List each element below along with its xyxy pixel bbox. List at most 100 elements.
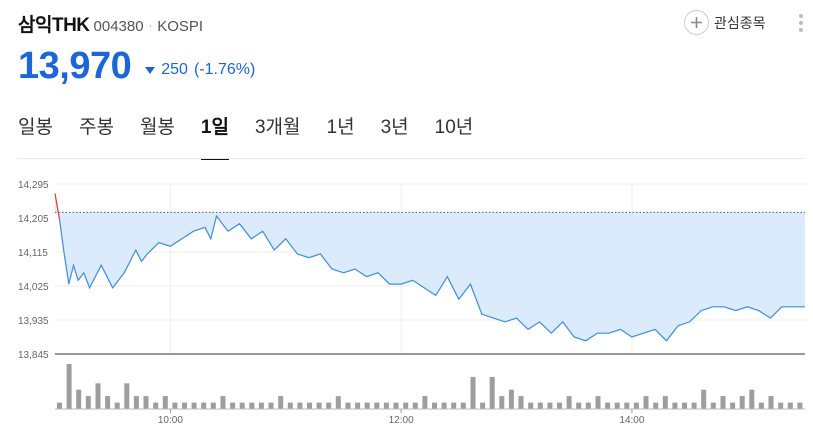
volume-bar xyxy=(787,402,793,409)
tab-monthly[interactable]: 월봉 xyxy=(139,117,175,138)
volume-bar xyxy=(355,402,361,409)
change-amount: 250 xyxy=(161,61,188,78)
more-vertical-icon[interactable] xyxy=(797,14,805,34)
y-tick-label: 13,935 xyxy=(18,316,49,327)
volume-bar xyxy=(297,402,303,409)
volume-bar xyxy=(258,402,264,409)
volume-bar xyxy=(220,396,226,409)
price-area xyxy=(55,193,805,341)
intraday-chart[interactable]: 14,295 14,205 14,115 14,025 13,935 13,845 10:0… xyxy=(0,170,813,429)
volume-bar xyxy=(710,402,716,409)
volume-bar xyxy=(124,383,130,409)
volume-bar xyxy=(768,396,774,409)
volume-bar xyxy=(662,396,668,409)
volume-bar xyxy=(162,396,168,409)
volume-bar xyxy=(720,396,726,409)
volume-bar xyxy=(114,402,120,409)
volume-bar xyxy=(172,402,178,409)
volume-bar xyxy=(393,402,399,409)
volume-bar xyxy=(441,402,447,409)
volume-bar xyxy=(230,402,236,409)
y-tick-label: 13,845 xyxy=(18,350,49,361)
volume-bar xyxy=(730,402,736,409)
period-tabs: 일봉 주봉 월봉 1일 3개월 1년 3년 10년 xyxy=(18,112,499,160)
volume-bar xyxy=(307,402,312,409)
tab-1year[interactable]: 1년 xyxy=(326,117,355,138)
volume-bar xyxy=(403,402,409,409)
tab-daily[interactable]: 일봉 xyxy=(18,117,53,138)
volume-bar xyxy=(595,396,601,409)
tab-1day[interactable]: 1일 xyxy=(200,112,230,160)
volume-bar xyxy=(249,402,255,409)
volume-bar xyxy=(691,402,697,409)
volume-bar xyxy=(749,389,755,409)
x-tick-label: 12:00 xyxy=(389,415,414,426)
y-tick-label: 14,115 xyxy=(18,248,48,259)
volume-bar xyxy=(239,402,245,409)
y-tick-label: 14,025 xyxy=(18,282,49,293)
volume-bar xyxy=(268,402,274,409)
current-price: 13,970 xyxy=(18,45,132,87)
volume-bar xyxy=(682,402,687,409)
volume-bar xyxy=(383,402,389,409)
tab-weekly[interactable]: 주봉 xyxy=(78,117,114,138)
watchlist-label: 관심종목 xyxy=(714,14,766,31)
price-line xyxy=(59,214,805,342)
stock-header: 삼익THK 004380 · KOSPI xyxy=(18,10,204,36)
volume-bar xyxy=(364,402,370,409)
volume-bar xyxy=(566,396,572,409)
volume-bar xyxy=(797,402,803,409)
volume-bar xyxy=(460,402,466,409)
volume-bar xyxy=(66,364,72,409)
add-watchlist-button[interactable]: 관심종목 xyxy=(684,10,766,35)
down-triangle-icon xyxy=(145,66,156,74)
volume-bar xyxy=(335,396,341,409)
volume-bar xyxy=(653,402,659,409)
tab-3month[interactable]: 3개월 xyxy=(254,117,301,138)
volume-bar xyxy=(518,396,524,409)
volume-bar xyxy=(326,402,332,409)
volume-bar xyxy=(499,396,505,409)
x-tick-label: 10:00 xyxy=(158,415,183,426)
volume-bar xyxy=(374,402,380,409)
volume-bar xyxy=(422,396,428,409)
volume-bar xyxy=(143,396,149,409)
volume-bar xyxy=(57,402,62,409)
volume-bar xyxy=(201,402,207,409)
volume-bar xyxy=(278,396,284,409)
y-tick-label: 14,205 xyxy=(18,214,49,225)
stock-code: 004380 xyxy=(93,18,144,35)
stock-name: 삼익THK xyxy=(18,15,90,36)
volume-bar xyxy=(210,402,216,409)
volume-bar xyxy=(451,402,457,409)
volume-bar xyxy=(605,402,611,409)
volume-bar xyxy=(489,376,495,409)
tab-divider xyxy=(18,158,805,159)
volume-bar xyxy=(778,402,784,409)
volume-bar xyxy=(316,402,322,409)
x-tick-label: 14:00 xyxy=(619,415,644,426)
volume-bar xyxy=(480,402,486,409)
volume-bar xyxy=(85,396,91,409)
tab-10year[interactable]: 10년 xyxy=(434,117,474,138)
volume-bar xyxy=(739,396,745,409)
price-change: 250 (-1.76%) xyxy=(145,61,255,79)
volume-bar xyxy=(287,402,293,409)
volume-bar xyxy=(643,396,649,409)
y-tick-label: 14,295 xyxy=(18,180,49,191)
volume-bar xyxy=(614,402,620,409)
volume-bar xyxy=(624,402,630,409)
market-name: KOSPI xyxy=(157,18,204,35)
volume-bar xyxy=(105,396,111,409)
volume-bar xyxy=(153,402,159,409)
volume-bar xyxy=(191,402,197,409)
volume-bar xyxy=(470,376,476,409)
volume-bar xyxy=(557,402,562,409)
volume-bar xyxy=(528,402,534,409)
volume-bar xyxy=(672,402,678,409)
volume-bar xyxy=(182,402,187,409)
volume-bar xyxy=(576,402,582,409)
tab-3year[interactable]: 3년 xyxy=(380,117,409,138)
separator-dot: · xyxy=(148,20,153,32)
price-row: 13,970 250 (-1.76%) xyxy=(18,43,255,89)
